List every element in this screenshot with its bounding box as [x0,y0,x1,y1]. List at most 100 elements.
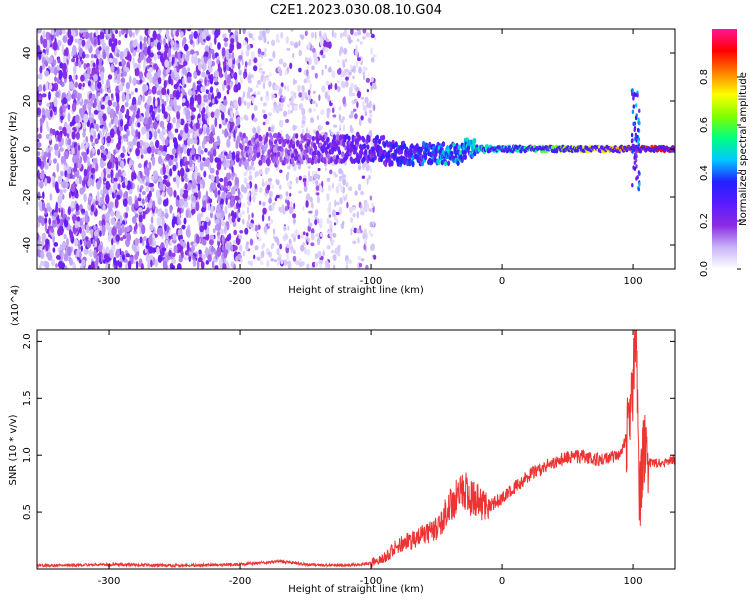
spectrogram-cell [203,221,208,231]
spectrogram-cell [52,41,58,51]
spectrogram-cell [231,166,234,173]
spectrogram-cell [224,118,228,123]
spectrogram-cell [335,154,340,160]
spectrogram-cell [367,135,371,141]
spectrogram-cell [258,63,262,67]
spectrogram-cell [182,131,188,141]
spectrogram-cell [345,263,349,269]
spectrogram-cell [76,169,80,179]
spectrogram-cell [63,233,67,240]
spectrogram-cell [134,87,138,93]
spectrogram-cell [354,31,358,37]
spectrogram-cell [107,234,112,242]
spectrogram-cell [129,148,132,153]
spectrogram-cell [336,218,339,226]
spectrogram-cell [95,162,99,172]
spectrogram-cell [95,256,99,267]
spectrogram-cell [139,40,143,50]
spectrogram-cell [342,96,346,105]
spectrogram-cell [356,101,359,109]
spectrogram-cell [72,45,77,55]
spectrogram-cell [45,48,49,53]
spectrogram-cell [55,91,60,98]
spectrogram-cell [97,148,101,156]
spectrogram-cell [235,117,241,126]
spectrogram-cell [256,84,259,89]
spectrogram-cell [222,82,225,91]
spectrogram-cell [48,83,53,91]
spectrogram-cell [193,56,199,66]
spectrogram-cell [57,175,63,185]
spectrogram-cell [243,177,248,185]
spectrogram-cell [279,243,282,250]
spectrogram-cell [135,260,139,269]
spectrogram-cell [218,154,223,159]
colorbar-ticks: 0.00.20.40.60.8 [699,69,741,277]
spectrogram-cell [275,33,280,41]
y-tick-label: 1.0 [22,447,33,463]
spectrogram-cell [342,124,346,132]
spectrogram-cell [227,122,230,130]
spectrogram-cell [347,135,351,142]
spectrogram-cell [81,85,85,91]
spectrogram-cell [135,67,140,76]
spectrogram-cell [45,31,49,41]
spectrogram-cell [216,174,220,185]
spectrogram-cell [356,211,360,219]
spectrogram-cell [167,122,172,132]
spectrogram-cell [324,64,328,70]
spectrogram-cell [117,183,121,190]
spectrogram-cell [93,74,98,82]
spectrogram-cell [242,250,246,257]
spectrogram-cell [81,229,86,240]
spectrogram-cell [326,38,330,42]
spectrogram-cell [235,202,239,209]
spectrogram-cell [420,160,424,167]
spectrogram-cell [201,71,206,78]
spectrogram-cell [102,126,105,136]
spectrogram-cell [197,61,202,71]
spectrogram-cell [227,84,231,91]
spectrogram-cell [62,180,66,189]
spectrogram-cell [360,208,364,212]
spectrogram-cell [121,181,126,189]
spectrogram-cell [269,135,274,142]
spectrogram-cell [365,232,368,241]
spectrogram-cell [194,94,198,102]
spectrogram-cell [196,175,201,184]
spectrogram-cell [241,140,245,146]
spectrogram-cell [257,224,261,230]
spectrogram-cell [126,108,130,118]
spectrogram-cell [135,129,139,138]
spectrogram-cell [340,73,345,78]
spectrogram-cell [375,134,379,141]
spectrogram-cell [153,72,159,80]
spectrogram-cell [125,93,130,103]
spectrogram-cell [145,123,151,130]
spectrogram-cell [230,111,234,119]
spectrogram-cell [40,217,46,227]
spectrogram-cell [74,38,80,43]
spectrogram-cell [259,187,263,193]
spectrogram-cell [262,121,266,126]
spectrogram-cell [169,239,172,246]
spectrogram-cell [124,33,128,39]
spectrogram-cell [174,128,179,133]
spectrogram-cell [354,190,358,196]
spectrogram-cell [230,245,234,252]
spectrogram-cell [631,88,634,93]
spectrogram-cell [49,127,53,134]
spectrogram-cell [297,84,301,93]
spectrogram-cell [165,239,169,249]
spectrogram-cell [373,104,376,112]
spectrogram-cell [372,81,377,90]
spectrogram-cell [265,180,268,187]
spectrogram-cell [162,151,167,157]
spectrogram-cell [47,39,50,49]
spectrogram-cell [154,207,159,214]
spectrogram-cell [74,81,78,88]
spectrogram-cell [145,253,151,263]
spectrogram-cell [350,228,353,236]
spectrogram-cell [153,240,157,247]
spectrogram-cell [370,57,375,63]
